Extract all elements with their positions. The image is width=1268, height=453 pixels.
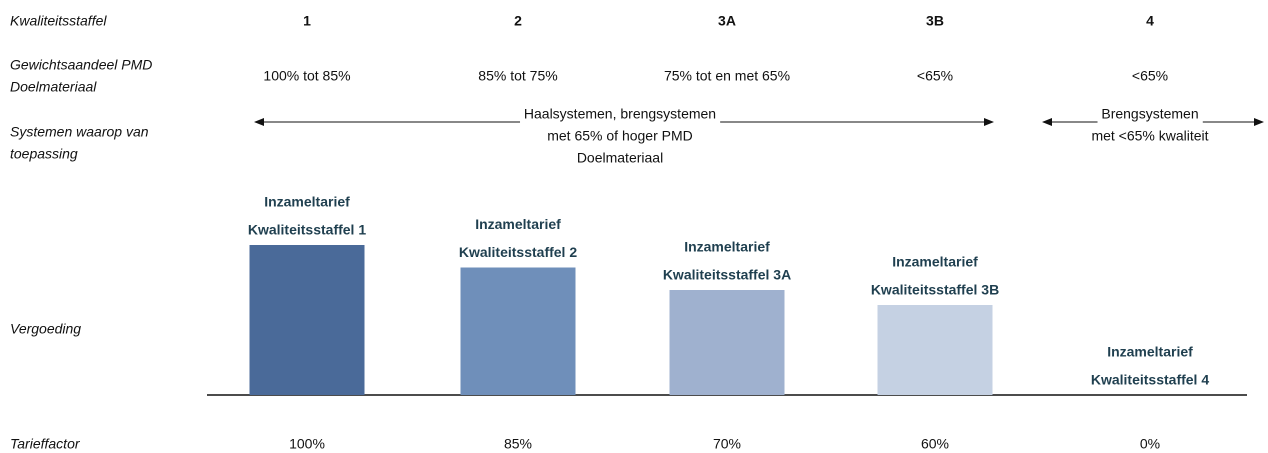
- bar-label: Kwaliteitsstaffel 3B: [871, 282, 999, 298]
- row-label: Vergoeding: [10, 321, 81, 337]
- category: 2: [514, 13, 522, 29]
- bar-label: Inzameltarief: [475, 216, 561, 232]
- share: <65%: [1132, 68, 1168, 84]
- row-label: Kwaliteitsstaffel: [10, 13, 107, 29]
- row-label: Systemen waarop van: [10, 124, 149, 140]
- bar-label: Kwaliteitsstaffel 2: [459, 244, 577, 260]
- row-label: Gewichtsaandeel PMD: [10, 57, 152, 73]
- category: 1: [303, 13, 311, 29]
- systems-text: met <65% kwaliteit: [1091, 128, 1208, 144]
- bar-label: Kwaliteitsstaffel 3A: [663, 267, 791, 283]
- bar: [249, 245, 365, 395]
- bar-label: Kwaliteitsstaffel 1: [248, 222, 366, 238]
- bar-label: Inzameltarief: [264, 194, 350, 210]
- bar: [460, 267, 576, 395]
- systems-text: met 65% of hoger PMD: [547, 128, 693, 144]
- category: 4: [1146, 13, 1154, 29]
- value-label: 70%: [713, 436, 741, 452]
- bar-label: Kwaliteitsstaffel 4: [1091, 372, 1209, 388]
- category: 3A: [718, 13, 736, 29]
- share: 75% tot en met 65%: [664, 68, 790, 84]
- value-label: 60%: [921, 436, 949, 452]
- category: 3B: [926, 13, 944, 29]
- share: 100% tot 85%: [263, 68, 350, 84]
- share: <65%: [917, 68, 953, 84]
- row-label: Doelmateriaal: [10, 79, 97, 95]
- systems-text: Brengsystemen: [1101, 106, 1198, 122]
- value-label: 85%: [504, 436, 532, 452]
- bar: [877, 305, 993, 395]
- bar-label: Inzameltarief: [684, 239, 770, 255]
- systems-text: Haalsystemen, brengsystemen: [524, 106, 716, 122]
- bar-label: Inzameltarief: [892, 254, 978, 270]
- systems-text: Doelmateriaal: [577, 150, 663, 166]
- row-label: toepassing: [10, 146, 78, 162]
- bar: [669, 290, 785, 395]
- value-label: 100%: [289, 436, 325, 452]
- share: 85% tot 75%: [478, 68, 557, 84]
- value-label: 0%: [1140, 436, 1160, 452]
- bar-label: Inzameltarief: [1107, 344, 1193, 360]
- row-label: Tarieffactor: [10, 436, 81, 452]
